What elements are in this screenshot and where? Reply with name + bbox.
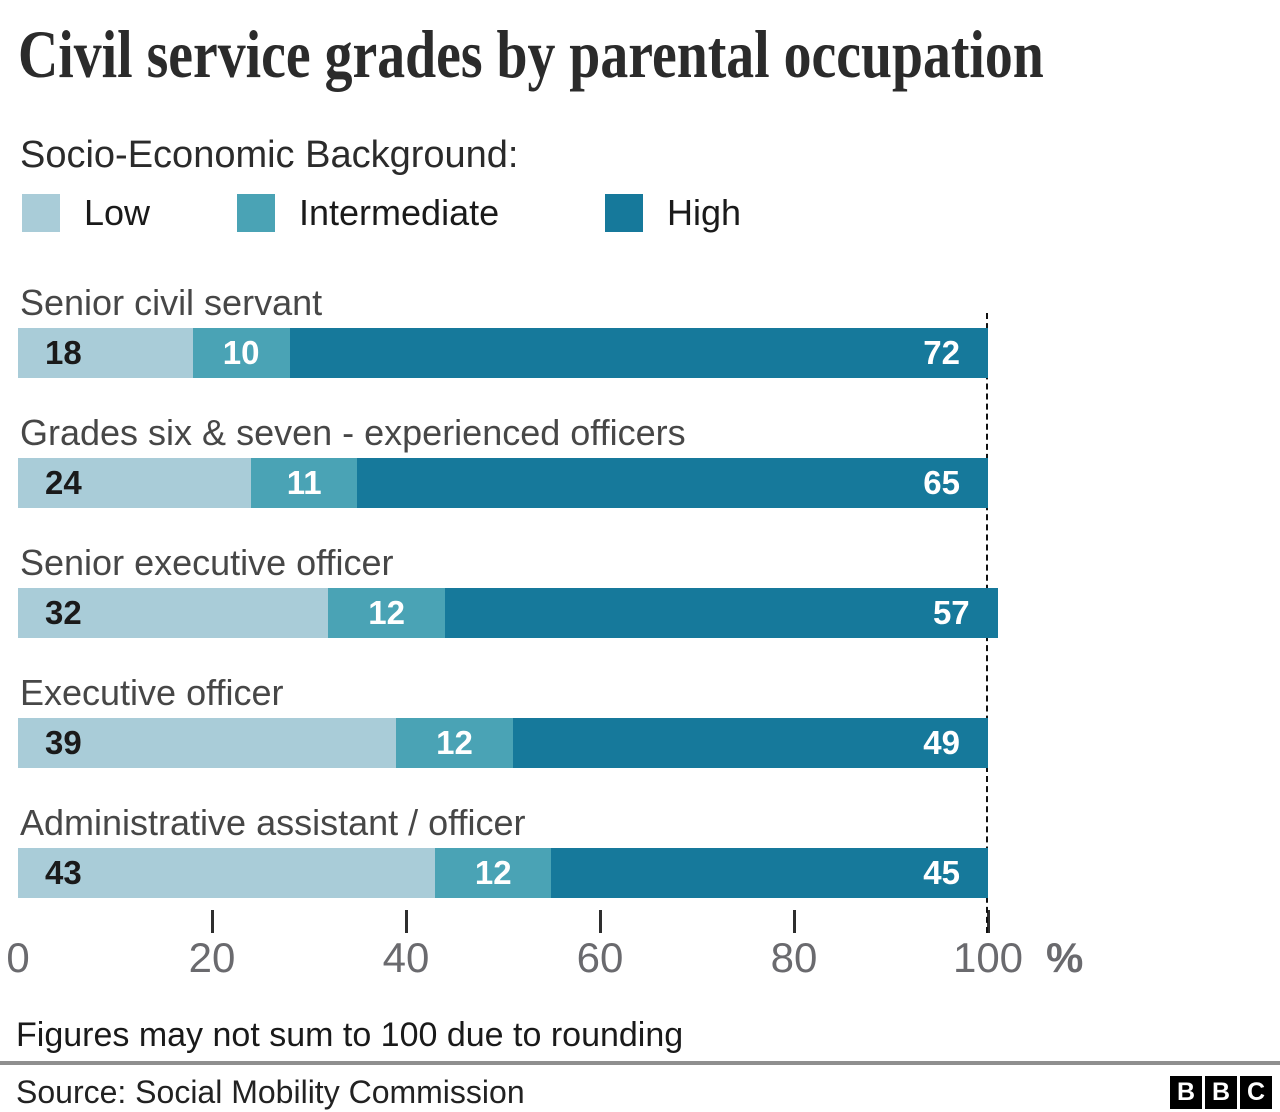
- stacked-bar: 18 10 72: [18, 328, 988, 378]
- bar-value: 24: [45, 464, 82, 501]
- bar-value: 12: [436, 724, 473, 761]
- legend-item-intermediate: Intermediate: [237, 192, 499, 234]
- bar-segment-intermediate: 12: [396, 718, 513, 768]
- x-axis-tick: [598, 910, 602, 933]
- bar-segment-high: 57: [444, 588, 998, 638]
- x-axis-tick: [792, 910, 796, 933]
- legend-item-low: Low: [22, 192, 150, 234]
- category-label: Senior civil servant: [20, 282, 323, 323]
- legend-title: Socio-Economic Background:: [20, 134, 519, 176]
- bar-value: 12: [368, 594, 405, 631]
- x-axis-unit-label: %: [1046, 934, 1084, 981]
- bbc-logo-letter: C: [1240, 1076, 1272, 1109]
- x-axis-label: 80: [770, 934, 818, 981]
- bar-segment-low: 43: [18, 848, 436, 898]
- bar-value: 49: [923, 724, 960, 761]
- bar-value: 43: [45, 854, 82, 891]
- x-axis-label: 20: [188, 934, 236, 981]
- source-credit: Source: Social Mobility Commission: [16, 1074, 525, 1110]
- bar-value: 65: [923, 464, 960, 501]
- category-label: Administrative assistant / officer: [20, 802, 526, 843]
- bar-value: 39: [45, 724, 82, 761]
- bar-value: 12: [474, 854, 512, 891]
- bar-segment-intermediate: 10: [192, 328, 290, 378]
- x-axis-tick: [404, 910, 408, 933]
- bar-value: 11: [286, 464, 322, 501]
- x-axis-label: 0: [6, 934, 30, 981]
- category-label: Senior executive officer: [20, 542, 394, 583]
- footnote: Figures may not sum to 100 due to roundi…: [16, 1016, 684, 1054]
- legend-item-high: High: [605, 192, 741, 234]
- bar-segment-high: 45: [551, 848, 988, 898]
- bbc-logo-letter: B: [1205, 1076, 1237, 1109]
- bar-segment-high: 72: [289, 328, 988, 378]
- x-axis-tick: [986, 910, 990, 933]
- bar-value: 45: [923, 854, 960, 891]
- bar-value: 32: [45, 594, 82, 631]
- bar-segment-low: 39: [18, 718, 397, 768]
- x-axis-label: 40: [382, 934, 430, 981]
- x-axis-tick: [210, 910, 214, 933]
- category-label: Grades six & seven - experienced officer…: [20, 412, 686, 453]
- bar-segment-high: 49: [512, 718, 988, 768]
- x-axis-label: 100: [952, 934, 1024, 981]
- stacked-bar: 32 12 57: [18, 588, 998, 638]
- bar-segment-intermediate: 11: [250, 458, 358, 508]
- bbc-logo-letter: B: [1170, 1076, 1202, 1109]
- bar-value: 18: [45, 334, 82, 371]
- x-axis-label: 60: [576, 934, 624, 981]
- legend-label: High: [667, 192, 742, 233]
- stacked-bar: 43 12 45: [18, 848, 988, 898]
- legend-swatch-low: [22, 194, 60, 232]
- bar-segment-low: 32: [18, 588, 329, 638]
- legend-label: Intermediate: [299, 192, 500, 233]
- stacked-bar: 39 12 49: [18, 718, 988, 768]
- legend-label: Low: [84, 192, 151, 233]
- stacked-bar: 24 11 65: [18, 458, 988, 508]
- bar-segment-intermediate: 12: [435, 848, 552, 898]
- bar-segment-low: 24: [18, 458, 251, 508]
- bar-segment-intermediate: 12: [328, 588, 445, 638]
- chart-title: Civil service grades by parental occupat…: [18, 16, 1044, 92]
- bar-value: 72: [923, 334, 960, 371]
- footer-divider: [0, 1061, 1280, 1065]
- bar-segment-low: 18: [18, 328, 193, 378]
- bar-value: 10: [222, 334, 260, 371]
- bar-segment-high: 65: [357, 458, 988, 508]
- legend-swatch-intermediate: [237, 194, 275, 232]
- bar-value: 57: [932, 594, 970, 631]
- legend-swatch-high: [605, 194, 643, 232]
- category-label: Executive officer: [20, 672, 284, 713]
